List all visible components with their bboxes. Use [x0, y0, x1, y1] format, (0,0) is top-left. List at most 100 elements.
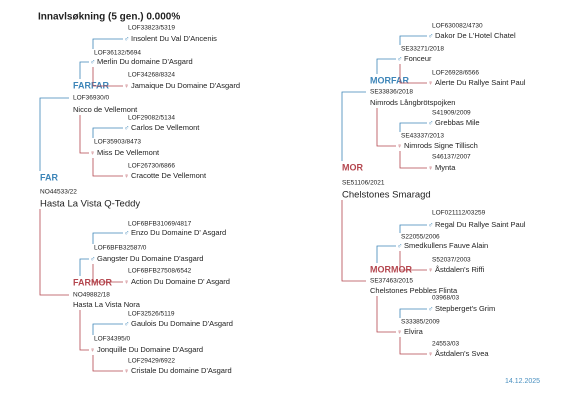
dog-name: Insolent Du Val D'Ancenis: [131, 34, 217, 43]
registration: LOF6BFB31069/4817: [128, 221, 192, 228]
sex-symbol: ♂: [124, 36, 129, 43]
dog-name: Elvira: [404, 327, 424, 336]
connector: [92, 67, 123, 87]
sex-symbol: ♀: [124, 279, 129, 286]
registration: S41909/2009: [432, 110, 471, 117]
relation-label: MORFAR: [370, 75, 409, 85]
sex-symbol: ♀: [124, 368, 129, 375]
sex-symbol: ♀: [428, 351, 433, 358]
registration: LOF6BFB32587/0: [94, 245, 147, 252]
dog-name: Cracotte De Vellemont: [131, 171, 207, 180]
sex-symbol: ♂: [90, 59, 95, 66]
connector: [39, 209, 69, 296]
registration: SE51106/2021: [342, 180, 385, 187]
registration: NO44533/22: [40, 189, 77, 196]
dog-name: Gangster Du Domaine D'asgard: [97, 254, 203, 263]
relation-label: FAR: [40, 172, 59, 182]
connector: [92, 158, 123, 177]
connector: [341, 200, 366, 282]
dog-name: Merlin Du domaine D'Asgard: [97, 57, 193, 66]
registration: LOF36930/0: [73, 95, 110, 102]
connector: [399, 224, 427, 233]
dog-name: Åstdalen's Svea: [435, 349, 489, 358]
dog-name: Alerte Du Rallye Saint Paul: [435, 78, 526, 87]
sex-symbol: ♀: [397, 143, 402, 150]
sex-symbol: ♀: [124, 173, 129, 180]
dog-name: Chelstones Smaragd: [342, 190, 431, 201]
registration: LOF26928/6566: [432, 70, 479, 77]
registration: S33385/2009: [401, 319, 440, 326]
connector: [92, 355, 123, 372]
registration: S22055/2006: [401, 234, 440, 241]
dog-name: Hasta La Vista Nora: [73, 300, 141, 309]
relation-label: FARFAR: [73, 80, 110, 90]
dog-name: Nimrods Långbrötspojken: [370, 98, 455, 107]
registration: LOF32526/5119: [128, 311, 175, 318]
registration: LOF021112/03259: [432, 210, 486, 217]
sex-symbol: ♂: [428, 120, 433, 127]
registration: LOF36132/5694: [94, 50, 141, 57]
dog-name: Action Du Domaine D' Asgard: [131, 277, 230, 286]
connector: [79, 258, 89, 276]
dog-name: Regal Du Rallye Saint Paul: [435, 220, 526, 229]
dog-name: Nicco de Vellemont: [73, 105, 138, 114]
registration: NO49882/18: [73, 292, 110, 299]
dog-name: Cristale Du domaine D'Asgard: [131, 366, 232, 375]
dog-name: Jonquille Du Domaine D'Asgard: [97, 345, 203, 354]
sex-symbol: ♂: [124, 125, 129, 132]
registration: S52037/2003: [432, 257, 471, 264]
registration: LOF33823/5319: [128, 25, 175, 32]
connector: [376, 58, 396, 74]
dog-name: Hasta La Vista Q-Teddy: [40, 199, 140, 210]
connector: [92, 232, 123, 244]
connector: [39, 97, 69, 171]
dog-name: Dakor De L'Hotel Chatel: [435, 31, 516, 40]
sex-symbol: ♀: [428, 165, 433, 172]
dog-name: Gaulois Du Domaine D'Asgard: [131, 319, 233, 328]
registration: 24553/03: [432, 341, 459, 348]
registration: LOF630082/4730: [432, 23, 483, 30]
sex-symbol: ♀: [428, 80, 433, 87]
dog-name: Stepberget's Grim: [435, 304, 495, 313]
sex-symbol: ♂: [428, 306, 433, 313]
connector: [79, 61, 89, 79]
sex-symbol: ♀: [124, 83, 129, 90]
dog-name: Smedkullens Fauve Alain: [404, 241, 488, 250]
sex-symbol: ♂: [397, 56, 402, 63]
dog-name: Nimrods Signe Tillisch: [404, 141, 478, 150]
connector: [341, 91, 366, 161]
dog-name: Fonceur: [404, 54, 432, 63]
dog-name: Miss De Vellemont: [97, 148, 160, 157]
sex-symbol: ♀: [90, 347, 95, 354]
registration: LOF26730/6866: [128, 163, 175, 170]
connector: [92, 323, 123, 335]
connector: [399, 308, 427, 318]
connector: [376, 245, 396, 263]
connector: [79, 115, 89, 154]
registration: LOF35903/8473: [94, 139, 141, 146]
dog-name: Chelstones Pebbles Flinta: [370, 286, 458, 295]
relation-label: MORMOR: [370, 264, 412, 274]
connector: [92, 38, 123, 49]
registration: LOF29429/6922: [128, 358, 175, 365]
registration: LOF6BFB27508/6542: [128, 268, 192, 275]
registration: SE43337/2013: [401, 133, 444, 140]
connector: [399, 337, 427, 355]
connector: [92, 264, 123, 283]
sex-symbol: ♂: [124, 230, 129, 237]
sex-symbol: ♂: [90, 256, 95, 263]
relation-label: MOR: [342, 162, 363, 172]
registration: LOF34268/8324: [128, 72, 175, 79]
sex-symbol: ♂: [397, 243, 402, 250]
dog-name: Carlos De Vellemont: [131, 123, 200, 132]
connector: [399, 151, 427, 169]
connector: [399, 251, 427, 271]
dog-name: Mynta: [435, 163, 456, 172]
sex-symbol: ♂: [428, 222, 433, 229]
connector: [399, 64, 427, 84]
registration: 03968/03: [432, 295, 459, 302]
connector: [399, 122, 427, 132]
sex-symbol: ♀: [90, 150, 95, 157]
